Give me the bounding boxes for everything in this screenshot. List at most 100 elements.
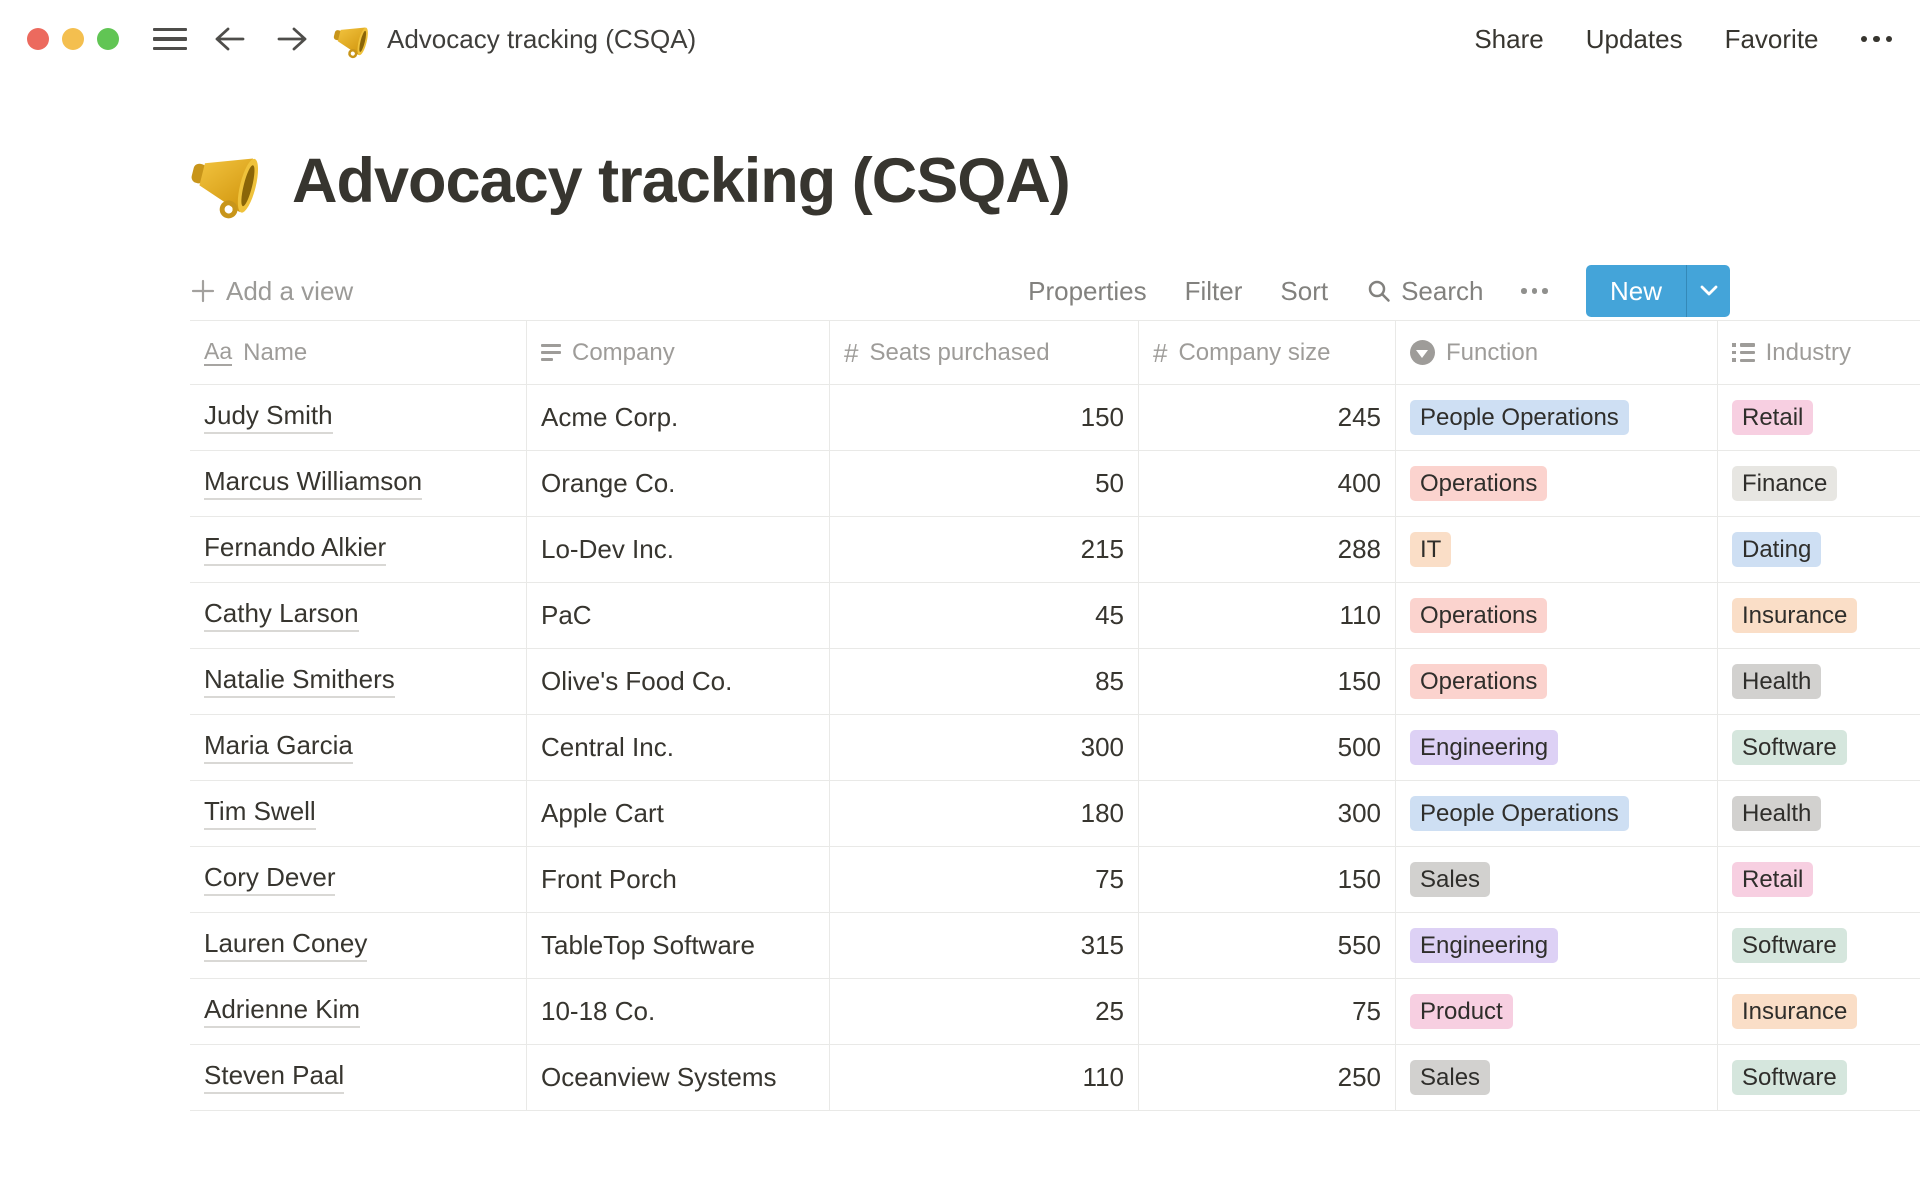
cell-industry[interactable]: Software xyxy=(1718,715,1920,780)
column-header-seats-purchased[interactable]: # Seats purchased xyxy=(830,321,1139,384)
cell-name[interactable]: Steven Paal xyxy=(190,1045,527,1110)
cell-industry[interactable]: Health xyxy=(1718,649,1920,714)
cell-company-size[interactable]: 300 xyxy=(1139,781,1396,846)
cell-industry[interactable]: Insurance xyxy=(1718,979,1920,1044)
view-more-options-icon[interactable] xyxy=(1521,288,1548,294)
page-link[interactable]: Cathy Larson xyxy=(204,598,359,632)
page-link[interactable]: Adrienne Kim xyxy=(204,994,361,1028)
cell-function[interactable]: Product xyxy=(1396,979,1718,1044)
page-link[interactable]: Steven Paal xyxy=(204,1060,345,1094)
cell-company[interactable]: Apple Cart xyxy=(527,781,830,846)
page-link[interactable]: Cory Dever xyxy=(204,862,336,896)
filter-button[interactable]: Filter xyxy=(1184,275,1243,306)
column-header-name[interactable]: Aa Name xyxy=(190,321,527,384)
chevron-down-icon[interactable] xyxy=(1686,265,1730,317)
cell-seats-purchased[interactable]: 45 xyxy=(830,583,1139,648)
cell-company-size[interactable]: 500 xyxy=(1139,715,1396,780)
updates-button[interactable]: Updates xyxy=(1585,23,1683,54)
cell-company-size[interactable]: 110 xyxy=(1139,583,1396,648)
zoom-window-button[interactable] xyxy=(97,28,119,50)
cell-name[interactable]: Maria Garcia xyxy=(190,715,527,780)
cell-company[interactable]: Front Porch xyxy=(527,847,830,912)
cell-seats-purchased[interactable]: 150 xyxy=(830,385,1139,450)
cell-seats-purchased[interactable]: 215 xyxy=(830,517,1139,582)
cell-company[interactable]: Central Inc. xyxy=(527,715,830,780)
page-link[interactable]: Tim Swell xyxy=(204,796,316,830)
cell-company[interactable]: Lo-Dev Inc. xyxy=(527,517,830,582)
cell-name[interactable]: Lauren Coney xyxy=(190,913,527,978)
cell-function[interactable]: People Operations xyxy=(1396,781,1718,846)
sidebar-menu-icon[interactable] xyxy=(153,27,187,51)
cell-function[interactable]: Operations xyxy=(1396,649,1718,714)
cell-seats-purchased[interactable]: 25 xyxy=(830,979,1139,1044)
cell-function[interactable]: Engineering xyxy=(1396,715,1718,780)
cell-company[interactable]: Acme Corp. xyxy=(527,385,830,450)
column-header-company-size[interactable]: # Company size xyxy=(1139,321,1396,384)
cell-company-size[interactable]: 75 xyxy=(1139,979,1396,1044)
share-button[interactable]: Share xyxy=(1474,23,1544,54)
cell-function[interactable]: Operations xyxy=(1396,583,1718,648)
cell-function[interactable]: Sales xyxy=(1396,1045,1718,1110)
cell-function[interactable]: Operations xyxy=(1396,451,1718,516)
cell-industry[interactable]: Retail xyxy=(1718,847,1920,912)
cell-seats-purchased[interactable]: 75 xyxy=(830,847,1139,912)
column-header-company[interactable]: Company xyxy=(527,321,830,384)
cell-name[interactable]: Tim Swell xyxy=(190,781,527,846)
cell-company[interactable]: TableTop Software xyxy=(527,913,830,978)
cell-function[interactable]: Engineering xyxy=(1396,913,1718,978)
cell-company[interactable]: Orange Co. xyxy=(527,451,830,516)
cell-industry[interactable]: Health xyxy=(1718,781,1920,846)
cell-company-size[interactable]: 250 xyxy=(1139,1045,1396,1110)
cell-industry[interactable]: Software xyxy=(1718,913,1920,978)
properties-button[interactable]: Properties xyxy=(1028,275,1147,306)
column-header-function[interactable]: Function xyxy=(1396,321,1718,384)
page-link[interactable]: Lauren Coney xyxy=(204,928,368,962)
cell-function[interactable]: Sales xyxy=(1396,847,1718,912)
cell-company[interactable]: PaC xyxy=(527,583,830,648)
page-link[interactable]: Natalie Smithers xyxy=(204,664,395,698)
cell-industry[interactable]: Insurance xyxy=(1718,583,1920,648)
cell-name[interactable]: Judy Smith xyxy=(190,385,527,450)
add-view-button[interactable]: Add a view xyxy=(190,276,353,307)
cell-company-size[interactable]: 550 xyxy=(1139,913,1396,978)
cell-name[interactable]: Cory Dever xyxy=(190,847,527,912)
close-window-button[interactable] xyxy=(27,28,49,50)
new-record-button[interactable]: New xyxy=(1585,265,1730,317)
page-title[interactable]: Advocacy tracking (CSQA) xyxy=(292,146,1071,216)
cell-name[interactable]: Natalie Smithers xyxy=(190,649,527,714)
cell-seats-purchased[interactable]: 50 xyxy=(830,451,1139,516)
cell-seats-purchased[interactable]: 85 xyxy=(830,649,1139,714)
cell-company-size[interactable]: 400 xyxy=(1139,451,1396,516)
cell-company-size[interactable]: 245 xyxy=(1139,385,1396,450)
page-link[interactable]: Maria Garcia xyxy=(204,730,353,764)
column-header-industry[interactable]: Industry xyxy=(1718,321,1920,384)
cell-industry[interactable]: Software xyxy=(1718,1045,1920,1110)
search-button[interactable]: Search xyxy=(1366,276,1483,307)
page-link[interactable]: Marcus Williamson xyxy=(204,466,423,500)
cell-name[interactable]: Cathy Larson xyxy=(190,583,527,648)
more-options-icon[interactable] xyxy=(1860,35,1892,43)
cell-function[interactable]: IT xyxy=(1396,517,1718,582)
cell-industry[interactable]: Finance xyxy=(1718,451,1920,516)
cell-company[interactable]: 10-18 Co. xyxy=(527,979,830,1044)
cell-name[interactable]: Fernando Alkier xyxy=(190,517,527,582)
forward-icon[interactable] xyxy=(273,23,311,55)
page-link[interactable]: Judy Smith xyxy=(204,400,333,434)
page-link[interactable]: Fernando Alkier xyxy=(204,532,387,566)
cell-company[interactable]: Olive's Food Co. xyxy=(527,649,830,714)
cell-seats-purchased[interactable]: 300 xyxy=(830,715,1139,780)
cell-company-size[interactable]: 150 xyxy=(1139,649,1396,714)
minimize-window-button[interactable] xyxy=(62,28,84,50)
breadcrumb[interactable]: Advocacy tracking (CSQA) xyxy=(387,23,697,54)
cell-company[interactable]: Oceanview Systems xyxy=(527,1045,830,1110)
favorite-button[interactable]: Favorite xyxy=(1724,23,1819,54)
cell-seats-purchased[interactable]: 110 xyxy=(830,1045,1139,1110)
page-icon-megaphone[interactable] xyxy=(190,142,268,220)
cell-industry[interactable]: Retail xyxy=(1718,385,1920,450)
sort-button[interactable]: Sort xyxy=(1280,275,1329,306)
cell-function[interactable]: People Operations xyxy=(1396,385,1718,450)
cell-name[interactable]: Adrienne Kim xyxy=(190,979,527,1044)
cell-company-size[interactable]: 150 xyxy=(1139,847,1396,912)
cell-seats-purchased[interactable]: 180 xyxy=(830,781,1139,846)
cell-company-size[interactable]: 288 xyxy=(1139,517,1396,582)
